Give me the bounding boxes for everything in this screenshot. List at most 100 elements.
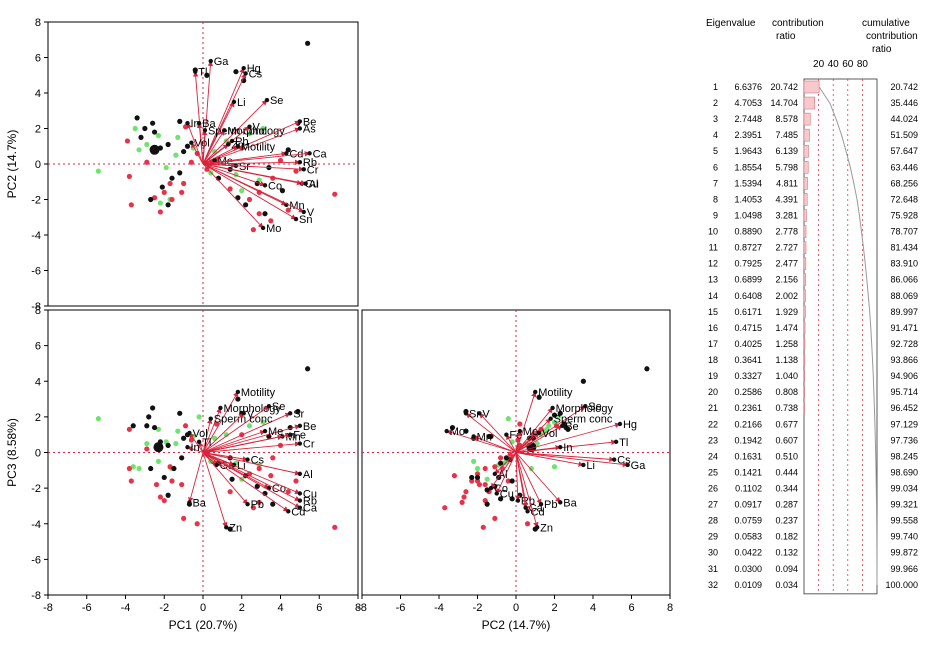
loading-tip xyxy=(558,444,563,450)
loading-arrow xyxy=(202,441,301,453)
row-index: 21 xyxy=(708,403,718,413)
loading-label: Sn xyxy=(299,214,312,226)
loading-label: Mn xyxy=(477,431,492,443)
loading-arrow xyxy=(202,391,239,453)
row-eigenvalue: 0.8727 xyxy=(734,243,762,253)
loading-arrow xyxy=(202,418,213,453)
loading-tip xyxy=(286,509,291,514)
loading-tip xyxy=(517,428,523,434)
loading-tip xyxy=(208,58,213,64)
loading-tip xyxy=(297,423,303,428)
row-contribution: 14.704 xyxy=(770,98,798,108)
row-index: 26 xyxy=(708,484,718,494)
data-point-green xyxy=(163,164,169,171)
row-index: 4 xyxy=(713,130,718,140)
loading-tip xyxy=(625,462,630,468)
centroid-point xyxy=(149,144,160,155)
loading-tip xyxy=(214,462,219,468)
data-point-black xyxy=(165,141,171,148)
loading-label: Cd xyxy=(291,506,305,518)
loading-arrow xyxy=(201,129,208,165)
row-cumulative: 99.740 xyxy=(890,532,918,542)
x-tick-label: -6 xyxy=(82,602,92,614)
loading-arrow xyxy=(515,452,539,528)
loading-label: V xyxy=(247,408,255,420)
data-point-black xyxy=(474,474,481,481)
loading-tip xyxy=(229,138,235,144)
data-point-red xyxy=(157,209,163,215)
loading-label: V xyxy=(253,122,261,134)
data-point-red xyxy=(179,481,185,488)
data-point-red xyxy=(179,189,185,195)
bar-area-frame xyxy=(803,78,878,595)
data-point-black xyxy=(165,442,171,448)
data-point-black xyxy=(266,433,272,440)
row-index: 8 xyxy=(713,194,718,204)
row-eigenvalue: 1.5394 xyxy=(734,178,762,188)
loading-arrow xyxy=(202,145,239,165)
data-point-red xyxy=(161,497,167,504)
data-point-black xyxy=(142,125,148,132)
y-tick-label: -4 xyxy=(31,519,41,531)
row-eigenvalue: 0.6408 xyxy=(734,291,762,301)
loading-arrow xyxy=(202,163,264,229)
contribution-bar xyxy=(803,225,807,238)
loading-tip xyxy=(208,416,213,421)
loading-arrow xyxy=(202,101,235,165)
data-point-black xyxy=(159,184,165,190)
data-point-red xyxy=(153,481,160,488)
row-contribution: 0.182 xyxy=(775,532,798,542)
row-contribution: 1.258 xyxy=(775,339,798,349)
loading-label: Se xyxy=(588,401,601,413)
data-point-red xyxy=(469,478,475,484)
loading-arrow xyxy=(494,452,517,475)
loading-tip xyxy=(488,485,494,491)
loading-tip xyxy=(247,124,252,129)
loading-tip xyxy=(525,509,530,514)
row-index: 11 xyxy=(709,243,718,253)
data-point-green xyxy=(246,423,253,429)
row-eigenvalue: 0.6171 xyxy=(734,307,762,317)
loading-label: Al xyxy=(309,179,319,191)
loading-arrow xyxy=(515,425,563,453)
data-point-red xyxy=(505,478,511,484)
loading-label: V xyxy=(307,207,315,219)
loading-arrow xyxy=(515,418,552,453)
data-point-black xyxy=(551,412,558,418)
row-index: 31 xyxy=(708,564,718,574)
data-point-black xyxy=(241,77,247,84)
loading-arrow xyxy=(202,430,266,453)
data-point-red xyxy=(293,168,299,174)
y-tick-label: 8 xyxy=(35,305,41,317)
loading-arrow xyxy=(202,433,291,453)
data-point-red xyxy=(128,202,134,208)
loading-label: Hg xyxy=(247,63,261,75)
row-cumulative: 96.452 xyxy=(890,403,918,413)
row-eigenvalue: 6.6376 xyxy=(734,82,762,92)
loading-arrow xyxy=(202,67,245,165)
row-index: 3 xyxy=(713,114,718,124)
row-eigenvalue: 0.2166 xyxy=(734,419,762,429)
data-point-red xyxy=(144,446,150,452)
data-point-red xyxy=(463,489,469,495)
loading-label: Cu xyxy=(500,488,514,500)
row-eigenvalue: 0.0917 xyxy=(734,500,762,510)
loading-label: As xyxy=(303,124,316,136)
loading-label: Li xyxy=(586,460,595,472)
loading-tip xyxy=(538,501,544,507)
row-contribution: 5.798 xyxy=(775,162,798,172)
data-point-red xyxy=(256,499,262,505)
loading-label: In xyxy=(191,118,200,130)
loading-label: Li xyxy=(237,460,246,472)
row-index: 14 xyxy=(708,291,718,301)
loading-label: Hg xyxy=(623,419,637,431)
loading-tip xyxy=(196,120,202,126)
row-index: 27 xyxy=(708,500,718,510)
row-cumulative: 51.509 xyxy=(890,130,918,140)
data-point-red xyxy=(188,437,194,443)
row-contribution: 0.738 xyxy=(775,403,798,413)
data-point-black xyxy=(179,455,185,461)
loading-label: Rb xyxy=(303,157,317,169)
loading-tip xyxy=(262,183,268,188)
data-point-green xyxy=(212,148,218,155)
